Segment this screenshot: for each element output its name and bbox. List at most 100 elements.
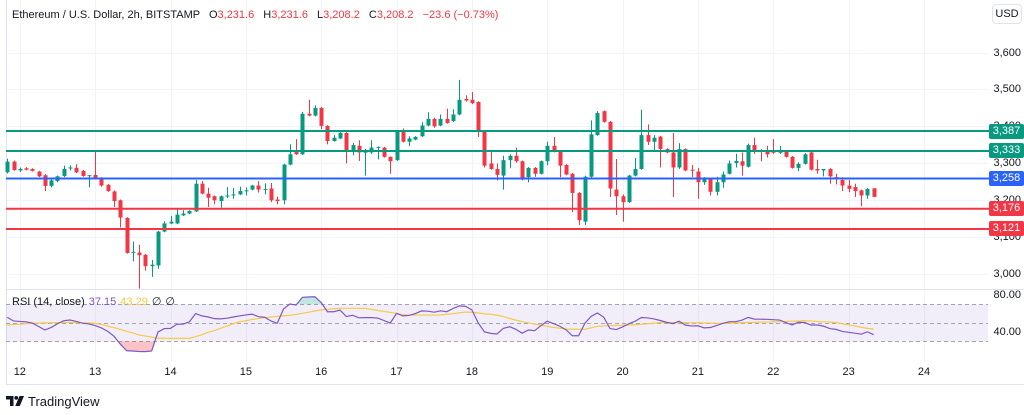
candle-down (12, 160, 17, 171)
candle-down (646, 124, 651, 146)
time-axis-label: 20 (616, 366, 629, 378)
candle-up (62, 165, 67, 178)
candle-up (244, 187, 249, 196)
candle-wick (221, 195, 222, 208)
candle-body (344, 132, 349, 151)
candle-up (734, 153, 739, 168)
candle-body (552, 145, 557, 151)
candle-body (112, 191, 117, 202)
rsi-axis-label: 80.00 (993, 289, 1021, 302)
candle-body (853, 187, 858, 192)
candle-body (206, 193, 211, 198)
candle-body (790, 156, 795, 168)
price-axis-label: 3,300 (993, 157, 1021, 170)
rsi-title[interactable]: RSI (14, close) (12, 296, 85, 308)
candle-body (351, 145, 356, 151)
candle-body (445, 118, 450, 123)
candle-up (426, 112, 431, 127)
candle-wick (736, 153, 737, 168)
candle-up (187, 210, 192, 215)
candle-wick (780, 145, 781, 154)
level-price-label: 3,258 (989, 171, 1024, 187)
candle-body (156, 231, 161, 266)
candle-down (602, 110, 607, 123)
time-axis-label: 19 (541, 366, 554, 378)
candle-up (194, 180, 199, 213)
candle-body (319, 107, 324, 126)
candle-up (865, 188, 870, 199)
candle-body (137, 252, 142, 256)
candle-body (840, 180, 845, 186)
candle-up (250, 184, 255, 191)
candle-up (225, 187, 230, 199)
candle-up (652, 135, 657, 152)
candle-wick (152, 259, 153, 277)
candle-body (231, 194, 236, 196)
candle-body (746, 145, 751, 167)
tradingview-footer[interactable]: TradingView (6, 391, 100, 411)
candle-body (809, 152, 814, 170)
candle-body (495, 168, 500, 175)
candle-body (62, 168, 67, 176)
candle-wick (692, 164, 693, 178)
candle-body (12, 161, 17, 171)
candle-down (784, 150, 789, 158)
candle-body (175, 214, 180, 224)
candle-body (595, 113, 600, 136)
rsi-pane (6, 296, 988, 353)
candle-down (520, 160, 525, 181)
candle-up (219, 195, 224, 208)
candle-body (639, 135, 644, 169)
candle-body (357, 145, 362, 153)
candle-body (621, 196, 626, 203)
candle-body (30, 168, 35, 171)
candle-body (803, 154, 808, 164)
candle-up (677, 143, 682, 169)
candle-body (244, 190, 249, 192)
candle-body (407, 138, 412, 142)
candle-down (294, 139, 299, 155)
rsi-band-background (6, 304, 988, 342)
candle-down (37, 170, 42, 178)
rsi-legend: RSI (14, close) 37.15 43.29 ∅ ∅ (12, 295, 179, 309)
candle-body (872, 188, 877, 197)
candle-body (24, 168, 29, 170)
candle-body (74, 167, 79, 173)
candle-up (162, 221, 167, 233)
candle-wick (139, 244, 140, 289)
candle-wick (89, 174, 90, 188)
close-label: C (368, 9, 377, 21)
candle-body (68, 167, 73, 169)
candle-up (746, 143, 751, 168)
candle-body (533, 167, 538, 174)
candle-wick (390, 156, 391, 174)
candle-body (683, 149, 688, 171)
time-axis-label: 14 (164, 366, 177, 378)
candle-wick (246, 187, 247, 196)
candle-down (476, 101, 481, 137)
candle-down (495, 163, 500, 181)
time-axis-label: 21 (691, 366, 705, 378)
tradingview-brand: TradingView (28, 393, 100, 409)
time-axis-label: 23 (842, 366, 855, 378)
candles (5, 79, 877, 289)
candle-body (169, 221, 174, 224)
candle-down (482, 130, 487, 168)
candle-down (137, 244, 142, 289)
candle-wick (635, 157, 636, 177)
candle-down (43, 174, 48, 192)
candle-body (627, 175, 632, 203)
candle-body (181, 213, 186, 216)
candle-down (81, 170, 86, 177)
symbol-title[interactable]: Ethereum / U.S. Dollar, 2h, BITSTAMP (12, 9, 200, 21)
low-label: L (317, 9, 324, 21)
candle-body (457, 99, 462, 115)
candle-body (796, 163, 801, 168)
candle-up (351, 142, 356, 156)
currency-button[interactable]: USD (992, 4, 1022, 24)
candle-down (815, 159, 820, 174)
chart-canvas[interactable] (0, 0, 1024, 386)
candle-body (438, 118, 443, 126)
time-axis-label: 22 (767, 366, 780, 378)
candle-down (401, 128, 406, 143)
